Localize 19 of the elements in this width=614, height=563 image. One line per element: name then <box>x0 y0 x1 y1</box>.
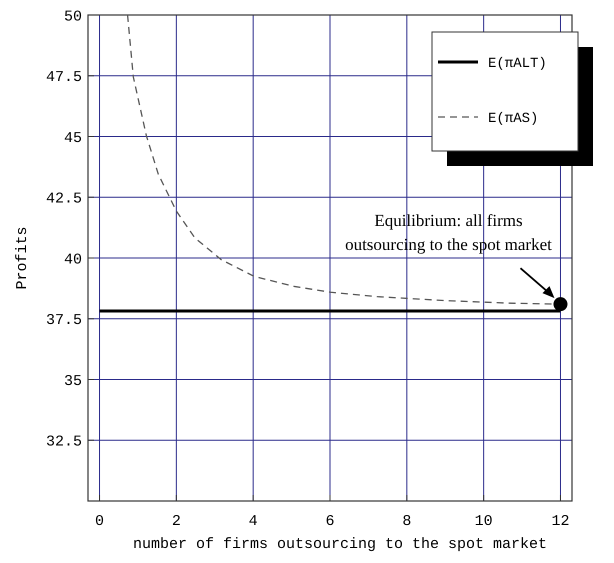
y-tick-label: 37.5 <box>46 312 82 329</box>
x-tick-label: 0 <box>95 513 104 530</box>
y-tick-label: 45 <box>64 130 82 147</box>
y-tick-label: 40 <box>64 251 82 268</box>
x-tick-label: 12 <box>551 513 570 530</box>
x-tick-label: 4 <box>248 513 258 530</box>
x-tick-label: 6 <box>325 513 335 530</box>
x-axis-title: number of firms outsourcing to the spot market <box>132 536 548 553</box>
y-tick-label: 50 <box>64 8 82 26</box>
y-tick-label: 35 <box>64 372 82 390</box>
legend-label: E(πALT) <box>488 56 547 72</box>
y-tick-label: 47.5 <box>46 69 82 86</box>
x-tick-label: 10 <box>474 513 493 530</box>
x-tick-label: 8 <box>402 513 412 530</box>
y-axis-title: Profits <box>14 226 31 290</box>
legend-label: E(πAS) <box>488 110 538 127</box>
x-tick-label: 2 <box>172 513 181 530</box>
y-tick-label: 42.5 <box>46 190 82 208</box>
y-tick-label: 32.5 <box>46 434 82 450</box>
